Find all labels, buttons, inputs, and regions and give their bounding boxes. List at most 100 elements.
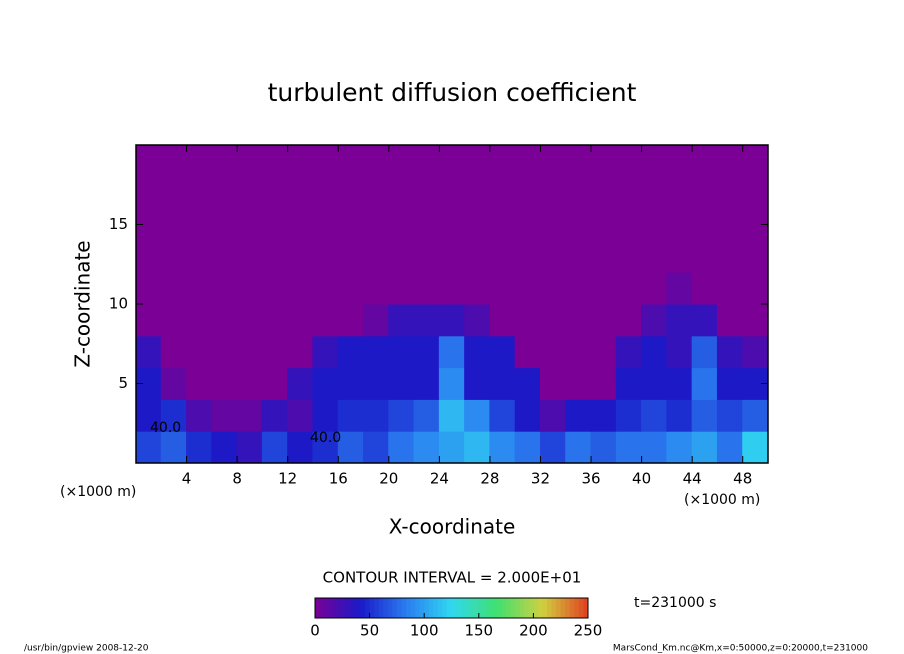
heatmap-cell bbox=[261, 303, 289, 337]
heatmap-cell bbox=[186, 430, 213, 463]
heatmap-cell bbox=[615, 430, 643, 463]
heatmap-cell bbox=[539, 398, 567, 432]
colorbar-swatch bbox=[474, 598, 480, 618]
heatmap-cell bbox=[716, 176, 744, 210]
heatmap-cell bbox=[438, 398, 466, 432]
heatmap-cell bbox=[186, 208, 213, 241]
heatmap-cell bbox=[236, 303, 263, 337]
colorbar-swatch bbox=[524, 598, 530, 618]
x-tick-label: 12 bbox=[278, 470, 297, 488]
y-tick-label: 15 bbox=[109, 215, 128, 233]
colorbar-swatch bbox=[433, 598, 439, 618]
heatmap-cell bbox=[388, 335, 415, 369]
heatmap-cell bbox=[388, 271, 415, 305]
colorbar-swatch bbox=[565, 598, 571, 618]
heatmap-cell bbox=[211, 271, 238, 305]
heatmap-cell bbox=[590, 271, 617, 305]
heatmap-cell bbox=[186, 271, 213, 305]
heatmap-cell bbox=[363, 145, 390, 178]
heatmap-cell bbox=[136, 430, 162, 463]
heatmap-cell bbox=[691, 176, 718, 210]
x-axis-label: X-coordinate bbox=[389, 515, 516, 539]
heatmap-cell bbox=[312, 335, 339, 369]
colorbar-swatch bbox=[324, 598, 330, 618]
heatmap-cell bbox=[539, 208, 567, 241]
heatmap-cell bbox=[287, 335, 314, 369]
heatmap-cell bbox=[337, 430, 365, 463]
heatmap-cell bbox=[186, 367, 213, 400]
heatmap-cell bbox=[641, 208, 668, 241]
colorbar-swatch bbox=[392, 598, 398, 618]
colorbar-swatch bbox=[446, 598, 452, 618]
heatmap-cell bbox=[539, 335, 567, 369]
heatmap-cell bbox=[590, 239, 617, 273]
heatmap-cell bbox=[312, 145, 339, 178]
footer-right: MarsCond_Km.nc@Km,x=0:50000,z=0:20000,t=… bbox=[613, 644, 868, 654]
heatmap-cell bbox=[514, 271, 541, 305]
heatmap-cell bbox=[489, 176, 516, 210]
colorbar-swatch bbox=[406, 598, 412, 618]
heatmap-cell bbox=[413, 271, 440, 305]
heatmap-cell bbox=[742, 398, 768, 432]
heatmap-cell bbox=[186, 303, 213, 337]
heatmap-cell bbox=[615, 398, 643, 432]
heatmap-cell bbox=[539, 367, 567, 400]
heatmap-cell bbox=[312, 430, 339, 463]
heatmap-cell bbox=[742, 335, 768, 369]
colorbar-swatch bbox=[556, 598, 562, 618]
heatmap-cell bbox=[489, 303, 516, 337]
heatmap-cell bbox=[489, 239, 516, 273]
colorbar-swatch bbox=[360, 598, 366, 618]
heatmap-cell bbox=[716, 335, 744, 369]
colorbar-swatch bbox=[387, 598, 393, 618]
heatmap-cell bbox=[615, 303, 643, 337]
heatmap-cell bbox=[337, 208, 365, 241]
colorbar-swatch bbox=[560, 598, 566, 618]
heatmap-cell bbox=[438, 367, 466, 400]
colorbar-swatch bbox=[424, 598, 430, 618]
colorbar-swatch bbox=[528, 598, 534, 618]
heatmap-cell bbox=[565, 367, 592, 400]
y-tick-label: 10 bbox=[109, 295, 128, 313]
heatmap-cell bbox=[666, 176, 693, 210]
heatmap-cell bbox=[136, 303, 162, 337]
heatmap-cell bbox=[287, 430, 314, 463]
heatmap-cell bbox=[413, 303, 440, 337]
colorbar-tick-label: 50 bbox=[360, 622, 379, 640]
heatmap-cell bbox=[565, 430, 592, 463]
heatmap-cell bbox=[236, 208, 263, 241]
heatmap-cell bbox=[211, 145, 238, 178]
heatmap-cell bbox=[236, 145, 263, 178]
colorbar-swatch bbox=[515, 598, 521, 618]
colorbar-swatch bbox=[374, 598, 380, 618]
heatmap-cell bbox=[287, 239, 314, 273]
heatmap-cell bbox=[438, 271, 466, 305]
heatmap-cell bbox=[641, 145, 668, 178]
heatmap-cell bbox=[160, 335, 188, 369]
heatmap-cell bbox=[590, 145, 617, 178]
heatmap-cell bbox=[287, 367, 314, 400]
x-tick-label: 32 bbox=[531, 470, 550, 488]
colorbar-swatch bbox=[319, 598, 325, 618]
heatmap-cell bbox=[236, 176, 263, 210]
heatmap-cell bbox=[337, 271, 365, 305]
heatmap-cell bbox=[464, 367, 491, 400]
heatmap-cell bbox=[211, 430, 238, 463]
colorbar-swatch bbox=[542, 598, 548, 618]
heatmap-cell bbox=[539, 176, 567, 210]
heatmap-cell bbox=[489, 430, 516, 463]
contour-interval: CONTOUR INTERVAL = 2.000E+01 bbox=[323, 569, 582, 587]
heatmap-cell bbox=[388, 208, 415, 241]
colorbar-swatch bbox=[351, 598, 357, 618]
colorbar-tick-label: 150 bbox=[464, 622, 493, 640]
heatmap-cell bbox=[565, 145, 592, 178]
colorbar-swatch bbox=[551, 598, 557, 618]
heatmap-cell bbox=[615, 239, 643, 273]
heatmap-cell bbox=[363, 239, 390, 273]
heatmap-cell bbox=[489, 367, 516, 400]
heatmap-cell bbox=[261, 208, 289, 241]
heatmap-cell bbox=[464, 208, 491, 241]
heatmap-cell bbox=[742, 271, 768, 305]
heatmap-cell bbox=[312, 367, 339, 400]
